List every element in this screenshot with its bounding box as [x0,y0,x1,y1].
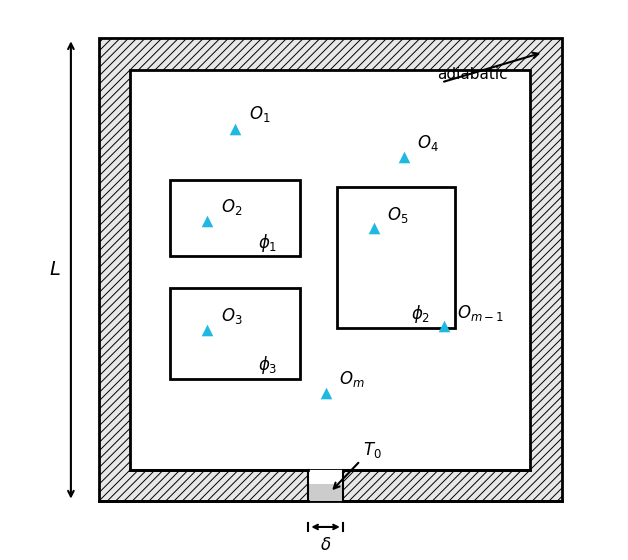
Bar [170,180,300,256]
Bar [337,186,455,328]
Text: $O_3$: $O_3$ [222,306,243,325]
Point [202,217,212,226]
Point [369,224,379,233]
Bar [130,70,530,470]
Point [202,326,212,335]
Text: $O_4$: $O_4$ [417,133,439,153]
Point [399,152,409,161]
Text: $L$: $L$ [49,261,60,279]
Text: $\phi_2$: $\phi_2$ [411,302,430,325]
Bar [308,484,343,502]
Bar [170,288,300,379]
Text: $T_0$: $T_0$ [362,440,381,460]
Text: $O_1$: $O_1$ [249,104,271,124]
Point [230,124,241,133]
Bar [99,39,561,502]
Bar [130,70,530,470]
Text: adiabatic: adiabatic [436,67,507,82]
Text: $O_5$: $O_5$ [387,204,409,225]
Text: $O_2$: $O_2$ [222,197,243,217]
Text: $O_m$: $O_m$ [338,369,364,389]
Text: $\phi_3$: $\phi_3$ [257,353,277,376]
Point [438,321,448,330]
Text: $\phi_1$: $\phi_1$ [257,232,277,254]
Point [320,388,330,397]
Text: $O_{m-1}$: $O_{m-1}$ [457,303,504,323]
Text: $\delta$: $\delta$ [320,537,332,554]
Bar [308,470,343,502]
